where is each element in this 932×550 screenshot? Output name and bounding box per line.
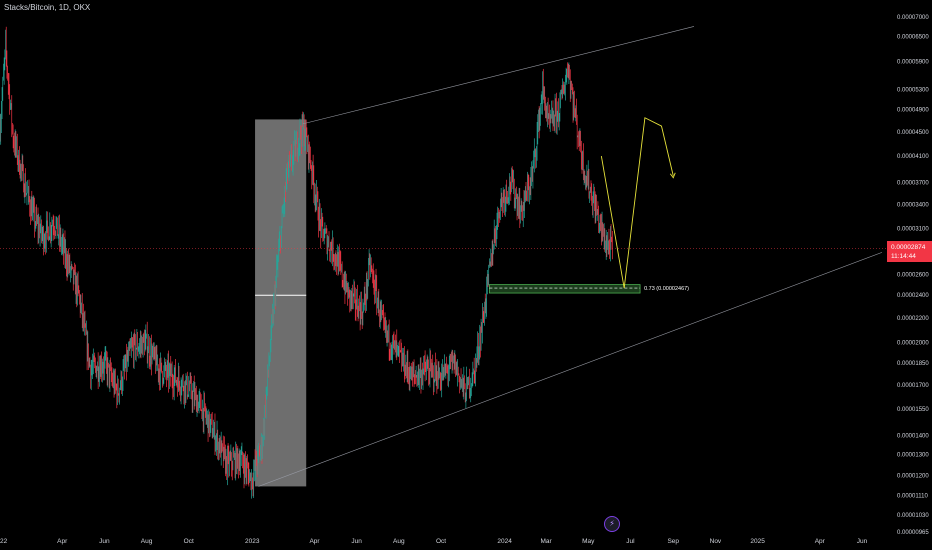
x-tick-label: Jun xyxy=(351,538,362,545)
x-tick-label: 2023 xyxy=(245,538,260,545)
x-tick-label: May xyxy=(582,538,595,545)
y-tick-label: 0.00001550 xyxy=(897,407,929,413)
tradingview-logo-icon[interactable]: ⚡ xyxy=(604,516,620,532)
x-tick-label: Oct xyxy=(184,538,194,545)
y-tick-label: 0.00004100 xyxy=(897,154,929,160)
x-tick-label: Jun xyxy=(857,538,868,545)
x-tick-label: Jul xyxy=(626,538,635,545)
symbol-title[interactable]: Stacks/Bitcoin, 1D, OKX xyxy=(4,3,91,12)
projection-arrowhead xyxy=(669,172,676,179)
x-tick-label: Apr xyxy=(815,538,826,545)
y-tick-label: 0.00003100 xyxy=(897,227,929,233)
last-price-badge: 0.00002874 11:14:44 xyxy=(887,241,932,262)
fib-level-label: 0.73 (0.00002467) xyxy=(644,286,689,292)
x-tick-label: Mar xyxy=(540,538,552,545)
y-tick-label: 0.00005300 xyxy=(897,87,929,93)
time-axis[interactable]: 2022 Apr Jun Aug Oct 2023 Apr Jun Aug Oct 2024 Mar M… xyxy=(0,538,868,545)
projection-polyline xyxy=(600,117,674,289)
bar-countdown: 11:14:44 xyxy=(891,253,916,260)
y-tick-label: 0.00001300 xyxy=(897,453,929,459)
price-axis[interactable]: 0.00007000 0.00006500 0.00005900 0.00005300… xyxy=(897,15,929,536)
x-tick-label: Apr xyxy=(57,538,68,545)
shaded-range-box xyxy=(255,119,307,487)
y-tick-label: 0.00001700 xyxy=(897,383,929,389)
y-tick-label: 0.00001400 xyxy=(897,433,929,439)
y-tick-label: 0.00004900 xyxy=(897,108,929,114)
y-tick-label: 0.00002000 xyxy=(897,341,929,347)
x-tick-label: Sep xyxy=(667,538,679,545)
x-tick-label: 2025 xyxy=(750,538,765,545)
y-tick-label: 0.00001200 xyxy=(897,473,929,479)
y-tick-label: 0.00005900 xyxy=(897,59,929,65)
support-zone[interactable] xyxy=(488,284,641,294)
shaded-date-range[interactable] xyxy=(255,119,307,487)
x-tick-label: 2022 xyxy=(0,538,8,545)
support-zone-box xyxy=(488,284,641,294)
channel-lower-line xyxy=(258,252,883,487)
last-price-value: 0.00002874 xyxy=(891,244,926,251)
y-tick-label: 0.00007000 xyxy=(897,15,929,21)
x-tick-label: Jun xyxy=(99,538,110,545)
x-tick-label: Aug xyxy=(393,538,405,545)
y-tick-label: 0.00001030 xyxy=(897,513,929,519)
y-tick-label: 0.00002400 xyxy=(897,293,929,299)
x-tick-label: Oct xyxy=(436,538,446,545)
projection-path[interactable] xyxy=(600,117,676,289)
y-tick-label: 0.00003700 xyxy=(897,181,929,187)
y-tick-label: 0.00002600 xyxy=(897,272,929,278)
candles-layer xyxy=(0,26,613,499)
y-tick-label: 0.00001110 xyxy=(897,494,928,500)
y-tick-label: 0.00000965 xyxy=(897,530,929,536)
y-tick-label: 0.00001850 xyxy=(897,361,929,367)
y-tick-label: 0.00002200 xyxy=(897,316,929,322)
y-tick-label: 0.00006500 xyxy=(897,34,929,40)
y-tick-label: 0.00004500 xyxy=(897,130,929,136)
x-tick-label: Aug xyxy=(141,538,153,545)
x-tick-label: Apr xyxy=(309,538,320,545)
y-tick-label: 0.00003400 xyxy=(897,203,929,209)
x-tick-label: Nov xyxy=(710,538,722,545)
channel-upper-line xyxy=(302,26,695,125)
channel-lines[interactable] xyxy=(258,26,883,487)
x-tick-label: 2024 xyxy=(497,538,512,545)
